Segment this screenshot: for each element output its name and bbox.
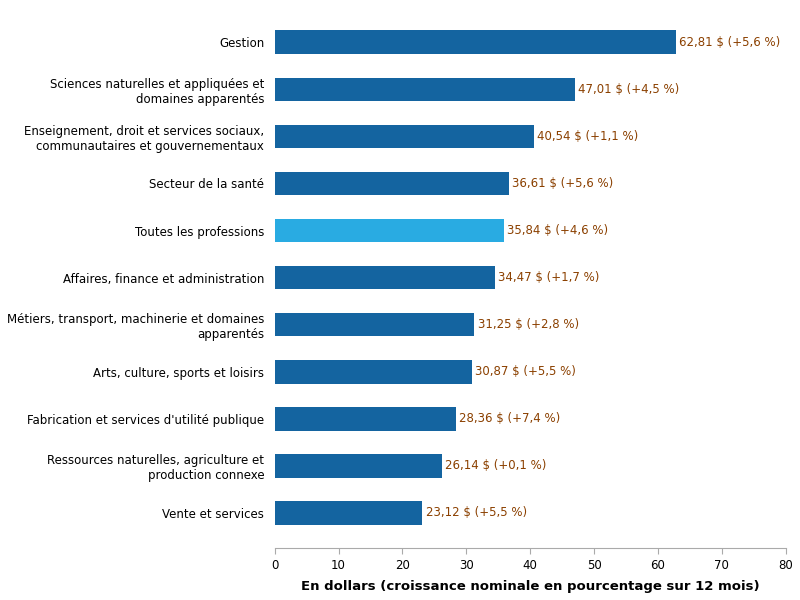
Text: 34,47 $ (+1,7 %): 34,47 $ (+1,7 %): [498, 271, 599, 284]
Text: 31,25 $ (+2,8 %): 31,25 $ (+2,8 %): [478, 318, 578, 331]
Bar: [274, 77, 575, 101]
Text: 26,14 $ (+0,1 %): 26,14 $ (+0,1 %): [445, 460, 546, 472]
Bar: [274, 454, 442, 478]
Bar: [274, 313, 474, 337]
Text: 35,84 $ (+4,6 %): 35,84 $ (+4,6 %): [507, 224, 608, 237]
Text: 36,61 $ (+5,6 %): 36,61 $ (+5,6 %): [512, 177, 613, 190]
Text: 30,87 $ (+5,5 %): 30,87 $ (+5,5 %): [475, 365, 576, 378]
Text: 47,01 $ (+4,5 %): 47,01 $ (+4,5 %): [578, 83, 679, 96]
Bar: [274, 219, 504, 242]
Text: 40,54 $ (+1,1 %): 40,54 $ (+1,1 %): [537, 130, 638, 143]
Bar: [274, 266, 495, 289]
Bar: [274, 125, 534, 148]
Bar: [274, 31, 676, 54]
Text: 62,81 $ (+5,6 %): 62,81 $ (+5,6 %): [679, 36, 780, 49]
Text: 28,36 $ (+7,4 %): 28,36 $ (+7,4 %): [459, 412, 560, 425]
Bar: [274, 501, 422, 525]
Bar: [274, 407, 456, 431]
X-axis label: En dollars (croissance nominale en pourcentage sur 12 mois): En dollars (croissance nominale en pourc…: [301, 580, 759, 593]
Text: 23,12 $ (+5,5 %): 23,12 $ (+5,5 %): [426, 506, 526, 520]
Bar: [274, 172, 509, 195]
Bar: [274, 360, 472, 383]
